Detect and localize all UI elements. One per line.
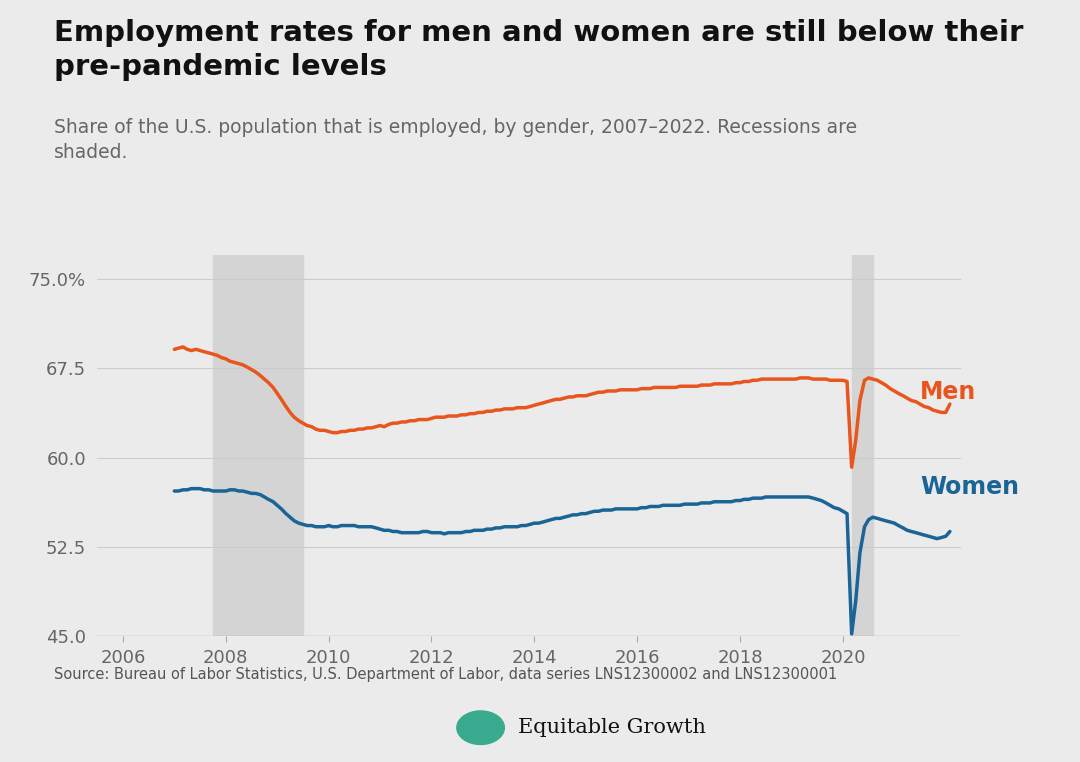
Text: Share of the U.S. population that is employed, by gender, 2007–2022. Recessions : Share of the U.S. population that is emp…: [54, 118, 858, 162]
Text: Men: Men: [920, 380, 976, 404]
Bar: [213, 255, 302, 636]
Text: Women: Women: [920, 475, 1020, 499]
Bar: [852, 255, 873, 636]
Text: Source: Bureau of Labor Statistics, U.S. Department of Labor, data series LNS123: Source: Bureau of Labor Statistics, U.S.…: [54, 667, 837, 682]
Text: Employment rates for men and women are still below their
pre-pandemic levels: Employment rates for men and women are s…: [54, 19, 1024, 81]
Text: Equitable Growth: Equitable Growth: [518, 719, 706, 737]
